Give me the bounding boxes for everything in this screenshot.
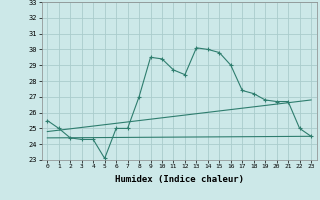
X-axis label: Humidex (Indice chaleur): Humidex (Indice chaleur) — [115, 175, 244, 184]
